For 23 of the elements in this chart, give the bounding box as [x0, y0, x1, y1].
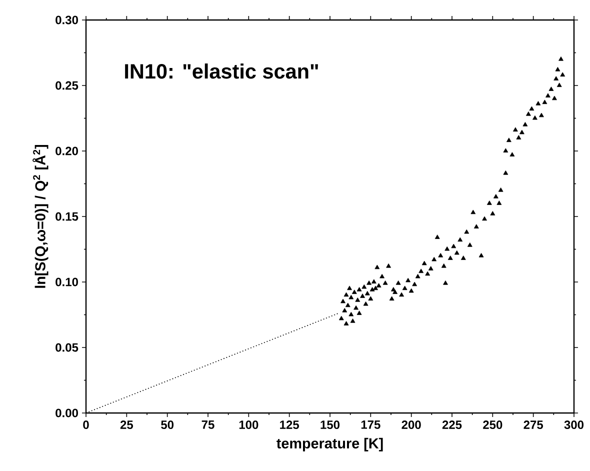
x-tick-label: 300: [564, 420, 584, 430]
x-tick-label: 125: [280, 420, 299, 430]
y-axis-title: ln[S(Q,ω=0)] / Q$^{2}$ [Å$^{2}$]: [32, 144, 48, 288]
y-tick-label: 0.30: [56, 16, 78, 24]
x-tick-label: 200: [402, 420, 421, 430]
x-tick-label: 100: [239, 420, 258, 430]
y-tick-label: 0.25: [56, 81, 78, 90]
annotation: IN10: "elastic scan": [125, 63, 318, 79]
y-tick-label: 0.20: [56, 146, 78, 156]
y-tick-label: 0.00: [56, 408, 78, 418]
x-tick-label: 150: [320, 420, 340, 430]
x-tick-label: 0: [83, 420, 89, 430]
x-tick-label: 225: [442, 420, 462, 430]
x-tick-label: 50: [161, 420, 174, 430]
x-tick-label: 75: [202, 420, 214, 429]
x-tick-label: 275: [524, 420, 543, 430]
x-tick-label: 175: [361, 420, 380, 429]
x-tick-label: 250: [483, 420, 502, 430]
x-axis-title: temperature [K]: [276, 438, 383, 452]
y-tick-label: 0.10: [56, 278, 78, 286]
y-tick-label: 0.05: [56, 343, 78, 352]
x-tick-label: 25: [120, 420, 134, 430]
y-tick-label: 0.15: [56, 212, 78, 221]
